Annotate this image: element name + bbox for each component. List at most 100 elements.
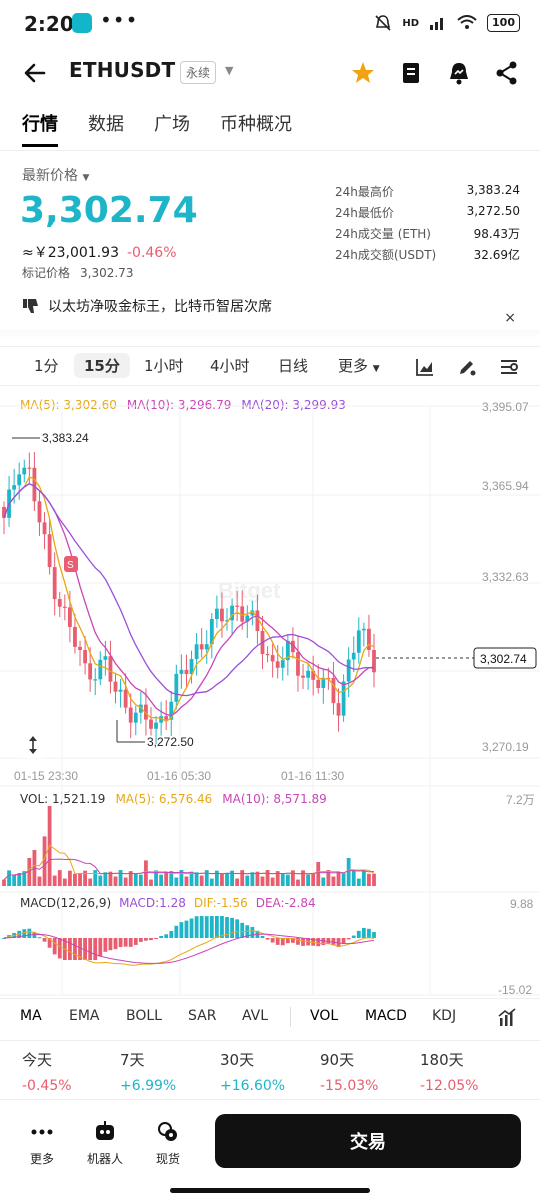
macd-bar	[128, 938, 133, 947]
share-icon[interactable]	[494, 60, 520, 86]
candle-body	[174, 673, 179, 702]
interval-more[interactable]: 更多 ▼	[338, 357, 380, 375]
macd-bar	[144, 938, 148, 941]
last-price-label[interactable]: 最新价格 ▼	[22, 168, 90, 184]
volume-bar	[326, 870, 331, 886]
dif-value: DIF:-1.56	[193, 896, 248, 910]
macd-bar	[98, 938, 103, 957]
candle-body	[296, 652, 300, 676]
scale-toggle-icon[interactable]	[20, 732, 46, 758]
volume-bar	[98, 875, 103, 886]
macd-bar	[296, 938, 300, 945]
candle-body	[372, 649, 376, 673]
kline-chart[interactable]: Bitget 3,395.07 3,365.94 3,332.63 3,270.…	[0, 390, 540, 998]
indicator-divider	[290, 1007, 291, 1027]
price-alert-icon[interactable]	[446, 60, 472, 86]
star-icon[interactable]	[350, 60, 376, 86]
vol-ma5-value: MA(5): 6,576.46	[115, 792, 213, 806]
macd-bar	[184, 920, 189, 938]
more-button[interactable]: 更多	[22, 1120, 62, 1167]
symbol-title[interactable]: ETHUSDT	[69, 58, 176, 82]
indicator-avl[interactable]: AVL	[242, 1008, 269, 1024]
sell-marker[interactable]	[64, 556, 78, 572]
candle-body	[367, 628, 371, 650]
macd-bar	[108, 938, 113, 951]
chart-type-icon[interactable]	[415, 357, 435, 377]
chevron-down-icon[interactable]: ▼	[225, 64, 234, 77]
tab-square[interactable]: 广场	[154, 114, 190, 135]
candle-body	[103, 656, 108, 660]
candle-body	[321, 677, 326, 688]
macd-bar	[22, 929, 27, 938]
y-tick-0: 3,395.07	[482, 400, 529, 414]
indicator-settings-icon[interactable]	[497, 1008, 517, 1028]
perpetual-badge: 永续	[180, 61, 217, 84]
tab-market[interactable]: 行情	[22, 110, 58, 147]
volume-bar	[204, 870, 209, 886]
candle-body	[204, 644, 209, 650]
candle-body	[154, 722, 158, 729]
volume-bar	[321, 877, 326, 886]
volume-bar	[27, 858, 32, 886]
low-price-label: 3,272.50	[147, 735, 194, 749]
volume-bar	[108, 871, 113, 886]
volume-bar	[78, 873, 82, 886]
candle-body	[306, 670, 311, 678]
candles	[2, 452, 376, 745]
signal-icon	[430, 18, 444, 30]
macd-value: MACD:1.28	[119, 896, 186, 910]
macd-bar	[78, 938, 82, 960]
volume-bar	[133, 873, 138, 886]
indicator-vol[interactable]: VOL	[310, 1008, 339, 1024]
close-icon[interactable]: ×	[504, 310, 516, 326]
last-price: 3,302.74	[20, 190, 198, 231]
dea-line	[3, 933, 375, 964]
indicator-ma[interactable]: MA	[20, 1008, 42, 1024]
indicator-macd[interactable]: MACD	[365, 1008, 407, 1024]
news-ticker[interactable]: 以太坊净吸金标王，比特币智居次席	[22, 296, 272, 316]
trade-button[interactable]: 交易	[215, 1114, 521, 1168]
candle-body	[118, 689, 123, 692]
price-change-pct: -0.46%	[126, 245, 177, 261]
interval-daily[interactable]: 日线	[278, 357, 309, 375]
indicator-ema[interactable]: EMA	[69, 1008, 100, 1024]
volume-bar	[260, 876, 265, 886]
notebook-icon[interactable]	[398, 60, 424, 86]
volume-bar	[144, 860, 148, 886]
indicator-boll[interactable]: BOLL	[126, 1008, 162, 1024]
candle-body	[57, 599, 62, 607]
volume-bar	[42, 836, 47, 886]
macd-bar	[331, 938, 336, 946]
indicator-sar[interactable]: SAR	[188, 1008, 217, 1024]
robot-button[interactable]: 机器人	[82, 1120, 128, 1167]
candle-body	[270, 655, 275, 662]
volume-legend: VOL: 1,521.19 MA(5): 6,576.46 MA(10): 8,…	[20, 792, 327, 806]
tab-data[interactable]: 数据	[88, 114, 124, 135]
draw-tool-icon[interactable]	[457, 357, 477, 377]
macd-bar	[280, 938, 285, 946]
candle-body	[311, 670, 316, 680]
interval-1h[interactable]: 1小时	[144, 357, 184, 375]
indicator-kdj[interactable]: KDJ	[432, 1008, 457, 1024]
macd-bar	[83, 938, 87, 960]
volume-bar	[2, 879, 6, 886]
candle-body	[93, 679, 98, 681]
dif-line	[3, 930, 375, 966]
back-arrow-icon[interactable]	[20, 58, 50, 88]
interval-bar: 1分 15分 1小时 4小时 日线 更多 ▼	[0, 346, 540, 386]
volume-bar	[22, 871, 27, 886]
volume-bar	[194, 872, 199, 886]
volume-bar	[331, 876, 336, 886]
interval-15m[interactable]: 15分	[74, 353, 130, 378]
volume-bar	[37, 876, 42, 886]
volume-bar	[184, 876, 189, 886]
macd-bar	[47, 938, 52, 948]
hd-icon: HD	[402, 17, 420, 29]
stat-24h-turnover: 24h成交额(USDT) 32.69亿	[335, 248, 520, 262]
interval-1m[interactable]: 1分	[34, 357, 59, 375]
volume-bar	[225, 873, 229, 886]
spot-button[interactable]: 现货	[148, 1120, 188, 1167]
interval-4h[interactable]: 4小时	[210, 357, 250, 375]
tab-coin-overview[interactable]: 币种概况	[220, 114, 292, 135]
chart-settings-icon[interactable]	[499, 357, 519, 377]
